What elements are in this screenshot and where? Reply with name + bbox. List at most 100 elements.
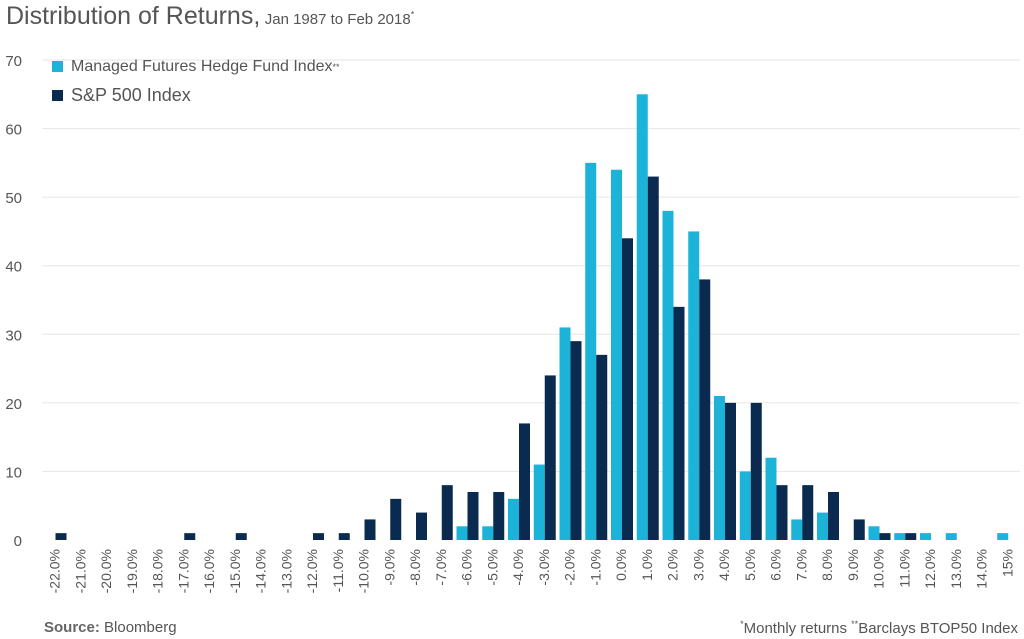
legend-label-sp500: S&P 500 Index <box>71 85 191 105</box>
title-subtitle-mark: * <box>410 9 415 20</box>
note1-mark: * <box>740 619 744 629</box>
x-tick-label: 8.0% <box>819 549 835 581</box>
y-tick-label: 10 <box>5 464 22 481</box>
y-tick-label: 70 <box>5 53 22 70</box>
x-tick-label: 15% <box>999 549 1015 577</box>
y-tick-label: 30 <box>5 327 22 344</box>
bar-managed-futures-30 <box>817 512 828 540</box>
bar-sp500-18 <box>519 423 530 540</box>
bar-managed-futures-20 <box>559 327 571 540</box>
bar-sp500-12 <box>364 519 376 540</box>
x-tick-label: 1.0% <box>639 549 655 581</box>
bar-sp500-20 <box>570 341 582 540</box>
footer-source: Source: Bloomberg <box>44 619 177 636</box>
legend-swatch-sp500 <box>52 90 63 101</box>
bar-sp500-33 <box>905 533 917 540</box>
x-axis-ticks: -22.0% -21.0% -20.0% -19.0% -18.0% -17.0% -16.… <box>47 549 1016 593</box>
x-tick-label: -1.0% <box>587 549 603 586</box>
x-tick-label: -3.0% <box>536 549 552 586</box>
x-tick-label: 14.0% <box>974 549 990 589</box>
x-tick-label: -5.0% <box>484 549 500 586</box>
y-tick-label: 60 <box>5 122 22 139</box>
legend-mark-managed-futures: ** <box>332 61 340 72</box>
bar-managed-futures-35 <box>945 533 957 540</box>
x-tick-label: -16.0% <box>201 549 217 593</box>
x-tick-label: 11.0% <box>896 549 912 588</box>
bar-sp500-28 <box>776 485 788 540</box>
bar-sp500-11 <box>338 533 350 540</box>
bar-managed-futures-28 <box>765 457 777 540</box>
legend-item-managed-futures: Managed Futures Hedge Fund Index ** <box>52 52 340 81</box>
bar-sp500-16 <box>467 492 479 540</box>
bar-managed-futures-34 <box>920 533 931 540</box>
x-tick-label: 6.0% <box>768 549 784 581</box>
bar-sp500-7 <box>235 533 247 540</box>
bar-sp500-26 <box>725 402 736 540</box>
bar-sp500-32 <box>879 533 891 540</box>
bar-managed-futures-25 <box>688 231 700 540</box>
bar-managed-futures-24 <box>662 210 674 540</box>
x-tick-label: -13.0% <box>278 549 294 593</box>
bar-managed-futures-27 <box>739 471 751 540</box>
bar-managed-futures-21 <box>585 162 597 540</box>
bar-sp500-29 <box>802 485 814 540</box>
x-tick-label: 2.0% <box>665 549 681 581</box>
x-tick-label: -8.0% <box>407 549 423 586</box>
x-tick-label: 3.0% <box>690 549 706 581</box>
x-tick-label: 4.0% <box>716 549 732 581</box>
source-value: Bloomberg <box>104 619 177 636</box>
bar-managed-futures-26 <box>714 396 725 540</box>
bar-managed-futures-23 <box>636 94 648 541</box>
bar-sp500-10 <box>313 533 324 540</box>
y-tick-label: 40 <box>5 259 22 276</box>
bar-sp500-25 <box>699 279 711 540</box>
legend-item-sp500: S&P 500 Index <box>52 81 340 110</box>
bar-sp500-24 <box>673 306 685 540</box>
bar-managed-futures-22 <box>611 169 622 540</box>
x-tick-label: -11.0% <box>330 549 346 592</box>
bar-sp500-21 <box>596 354 608 540</box>
bar-sp500-14 <box>416 512 427 540</box>
bar-sp500-23 <box>647 176 659 541</box>
title-subtitle: Jan 1987 to Feb 2018 <box>264 11 411 28</box>
x-tick-label: -14.0% <box>253 549 269 593</box>
bar-managed-futures-32 <box>868 526 880 540</box>
bar-sp500-19 <box>544 375 556 540</box>
x-tick-label: -22.0% <box>47 549 63 593</box>
x-tick-label: 12.0% <box>922 549 938 589</box>
x-tick-label: -12.0% <box>304 549 320 593</box>
x-tick-label: -15.0% <box>227 549 243 593</box>
x-tick-label: -7.0% <box>433 549 449 586</box>
bar-managed-futures-16 <box>456 526 468 540</box>
note2-text: Barclays BTOP50 Index <box>858 620 1018 637</box>
bars <box>55 94 1009 541</box>
legend: Managed Futures Hedge Fund Index ** S&P 5… <box>52 52 340 110</box>
bar-managed-futures-19 <box>533 464 545 540</box>
note2-mark: ** <box>851 619 859 629</box>
x-tick-label: 13.0% <box>948 549 964 589</box>
x-tick-label: -9.0% <box>381 549 397 586</box>
x-tick-label: -21.0% <box>72 549 88 593</box>
bar-sp500-13 <box>390 498 402 540</box>
note1-text: Monthly returns <box>743 620 847 637</box>
bar-managed-futures-33 <box>894 533 906 540</box>
bar-managed-futures-17 <box>482 526 494 540</box>
bar-sp500-0 <box>55 533 67 540</box>
bar-sp500-22 <box>622 238 633 541</box>
x-tick-label: -19.0% <box>124 549 140 593</box>
x-tick-label: -18.0% <box>150 549 166 593</box>
bar-sp500-31 <box>853 519 865 540</box>
x-tick-label: -6.0% <box>459 549 475 586</box>
y-tick-label: 0 <box>14 533 22 550</box>
legend-swatch-managed-futures <box>52 61 63 72</box>
bar-sp500-30 <box>828 492 839 540</box>
bar-managed-futures-29 <box>791 519 803 540</box>
bar-sp500-5 <box>184 533 196 540</box>
x-tick-label: 0.0% <box>613 549 629 581</box>
bar-sp500-15 <box>441 485 453 540</box>
bar-managed-futures-37 <box>997 533 1009 540</box>
footer-notes: *Monthly returns **Barclays BTOP50 Index <box>740 619 1018 637</box>
legend-label-managed-futures: Managed Futures Hedge Fund Index <box>71 57 333 75</box>
source-label: Source: <box>44 619 100 636</box>
